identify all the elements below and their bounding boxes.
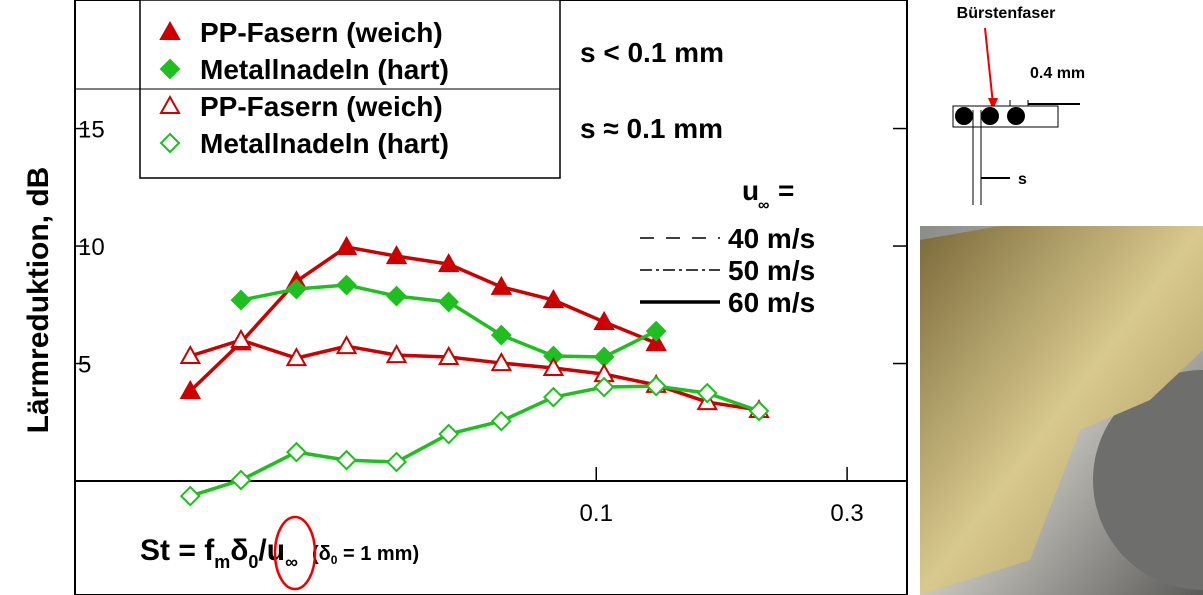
marker [286, 441, 307, 463]
marker [286, 278, 307, 300]
diagram-label: Bürstenfaser [957, 5, 1056, 22]
legend: PP-Fasern (weich) Metallnadeln (hart) PP-F… [75, 0, 561, 179]
x-label-part: m [214, 552, 230, 572]
x-label-part: ∞ [285, 552, 298, 572]
speed-legend: u ∞ = 40 m/s 50 m/s 60 m/s [640, 175, 815, 318]
y-tick-label: 10 [78, 234, 105, 261]
speed-label: 50 m/s [728, 255, 815, 286]
marker [285, 347, 308, 367]
marker [543, 386, 564, 408]
fiber [1007, 107, 1025, 125]
marker [490, 275, 513, 295]
series-line [189, 384, 760, 498]
legend-label: PP-Fasern (weich) [200, 91, 443, 122]
x-label-part: 0 [331, 553, 338, 567]
marker [542, 289, 565, 309]
marker [542, 356, 565, 376]
fiber [955, 107, 973, 125]
x-label-part: St = f [140, 534, 215, 567]
brush-diagram: Bürstenfaser 0.4 mm s [952, 5, 1085, 205]
marker [159, 58, 181, 80]
speed-subscript: ∞ [758, 197, 769, 214]
x-label-part: 0 [248, 552, 258, 572]
x-tick-label: 0.3 [830, 500, 863, 527]
marker [159, 94, 181, 114]
y-tick-label: 15 [78, 117, 105, 144]
x-label-part: (δ [312, 543, 331, 565]
fiber [981, 107, 999, 125]
marker [437, 345, 460, 365]
x-label-part: /u [258, 534, 285, 567]
legend-label: PP-Fasern (weich) [200, 17, 443, 48]
x-label-part: δ [230, 534, 248, 567]
arrowhead [988, 98, 998, 110]
group-label: s ≈ 0.1 mm [580, 113, 723, 144]
marker [179, 485, 201, 507]
marker [438, 423, 460, 445]
marker [385, 344, 408, 364]
marker [386, 451, 407, 473]
highlight-circle [273, 515, 317, 591]
marker [593, 310, 615, 330]
x-tick-label: 0.1 [580, 500, 613, 527]
marker [335, 235, 358, 255]
legend-label: Metallnadeln (hart) [200, 54, 449, 85]
marker [336, 449, 357, 471]
y-tick-label: 5 [78, 352, 91, 379]
plot-frame [74, 0, 908, 595]
x-label-part: = 1 mm) [337, 543, 419, 565]
marker [159, 132, 181, 154]
marker [230, 469, 252, 491]
marker [696, 382, 718, 404]
group-label: s < 0.1 mm [580, 37, 724, 68]
marker [438, 291, 460, 313]
diagram-label: s [1018, 171, 1027, 188]
speed-eq: = [778, 175, 794, 206]
legend-label: Metallnadeln (hart) [200, 128, 449, 159]
speed-label: 40 m/s [728, 223, 815, 254]
series-line [189, 245, 657, 393]
speed-label: 60 m/s [728, 287, 815, 318]
speed-symbol: u [742, 175, 759, 206]
marker [336, 274, 357, 296]
marker [490, 410, 512, 432]
series-line [189, 338, 760, 412]
marker [179, 344, 202, 365]
arrow [984, 27, 994, 105]
diagram-label: 0.4 mm [1030, 65, 1085, 82]
marker [437, 253, 460, 273]
marker [159, 20, 181, 40]
airfoil [920, 226, 1203, 595]
marker [748, 400, 770, 422]
marker [645, 332, 667, 352]
y-axis-label: Lärmreduktion, dB [22, 167, 55, 434]
marker [230, 328, 252, 349]
marker [645, 320, 667, 342]
marker [335, 335, 358, 355]
marker [179, 379, 202, 400]
marker [645, 375, 667, 397]
nozzle [1093, 370, 1203, 590]
marker [230, 289, 252, 311]
marker [386, 285, 407, 307]
photo [920, 226, 1203, 595]
marker [490, 352, 513, 372]
marker [385, 245, 408, 265]
marker [593, 376, 615, 398]
brush-holder [952, 105, 1059, 128]
x-axis-label: St = fmδ0/u∞ (δ0 = 1 mm) [140, 534, 419, 572]
marker [490, 324, 512, 346]
